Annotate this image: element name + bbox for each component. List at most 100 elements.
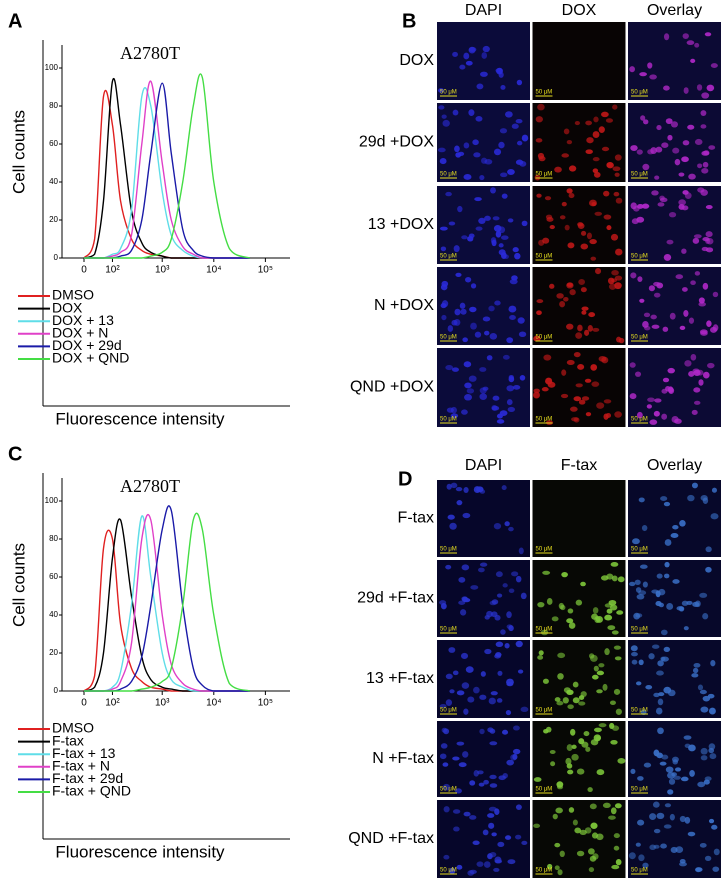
cell (706, 320, 712, 327)
cell (665, 766, 674, 773)
cell (600, 575, 609, 581)
cell (482, 316, 491, 322)
cell (442, 119, 450, 127)
micrograph: 50 μM (437, 560, 530, 637)
cell (653, 410, 660, 417)
cell (651, 190, 659, 196)
y-tick-label: 0 (54, 253, 59, 262)
cell (506, 759, 514, 766)
cell (577, 364, 585, 370)
cell (592, 607, 599, 614)
cell (630, 202, 637, 210)
cell (617, 758, 626, 764)
micrograph-background (532, 103, 626, 182)
scale-bar-label: 50 μM (631, 547, 648, 553)
cell (499, 410, 508, 416)
cell (591, 381, 600, 387)
cell (699, 329, 708, 335)
cell (518, 547, 524, 555)
scale-bar-label: 50 μM (440, 627, 457, 633)
cell (603, 399, 612, 404)
cell (657, 698, 664, 706)
cell (456, 864, 463, 870)
micrograph: 50 μM (532, 640, 626, 718)
cell (504, 643, 510, 649)
cell (611, 278, 618, 283)
cell (477, 770, 484, 775)
cell (614, 172, 620, 177)
scale-bar-label: 50 μM (631, 787, 648, 793)
cell (669, 813, 675, 821)
cell (654, 175, 660, 180)
cell (647, 62, 653, 69)
cell (683, 626, 689, 631)
cell (535, 138, 543, 143)
cell (489, 774, 497, 780)
cell (495, 652, 502, 658)
legend-label: DMSO (52, 287, 94, 303)
cell (508, 588, 515, 594)
scale-bar-label: 50 μM (440, 708, 457, 714)
cell (695, 867, 702, 873)
cell (566, 188, 573, 194)
cell (494, 856, 502, 864)
cell (555, 807, 563, 814)
cell (535, 116, 543, 123)
cell (698, 302, 706, 307)
cell (593, 116, 599, 123)
cell (651, 324, 660, 329)
cell (667, 789, 674, 795)
cell (453, 826, 460, 832)
cell (653, 692, 660, 698)
legend-label: DOX + 13 (52, 312, 114, 328)
cell (576, 768, 585, 775)
micrograph: 50 μM (628, 348, 721, 427)
cell (579, 829, 587, 836)
series-line (84, 80, 250, 259)
cell (590, 256, 597, 261)
cell (614, 656, 622, 661)
cell (459, 64, 466, 70)
cell (693, 234, 702, 239)
cell (690, 353, 697, 361)
cell (666, 239, 674, 245)
micrograph-background (628, 348, 721, 427)
cell (614, 282, 622, 290)
cell (610, 233, 619, 241)
legend-label: F-tax + QND (52, 783, 131, 799)
cell (707, 693, 715, 699)
cell (693, 400, 701, 405)
cell (650, 314, 657, 320)
cell (476, 83, 484, 90)
cell (667, 771, 675, 779)
panel-label: D (398, 468, 412, 490)
cell (611, 630, 619, 635)
cell (479, 174, 485, 181)
cell (439, 704, 447, 709)
cell (556, 781, 564, 788)
micrograph: 50 μM (628, 103, 721, 182)
cell (652, 801, 660, 808)
cell (506, 399, 513, 406)
cell (688, 317, 695, 324)
micrograph: 50 μM (628, 22, 721, 100)
cell (580, 581, 586, 587)
cell (463, 52, 470, 60)
cell (681, 600, 689, 606)
cell (663, 33, 670, 41)
micrograph-background (532, 480, 626, 557)
cell (569, 406, 578, 412)
cell (595, 267, 602, 275)
cell (606, 608, 613, 614)
x-tick-label: 10⁵ (258, 698, 273, 709)
cell (681, 248, 687, 254)
cell (475, 226, 483, 231)
cell (457, 205, 463, 213)
cell (572, 681, 579, 688)
cell (603, 214, 612, 220)
cell (708, 707, 716, 715)
cell (657, 660, 664, 667)
cell (450, 406, 457, 414)
cell (636, 411, 643, 419)
cell (565, 757, 572, 765)
